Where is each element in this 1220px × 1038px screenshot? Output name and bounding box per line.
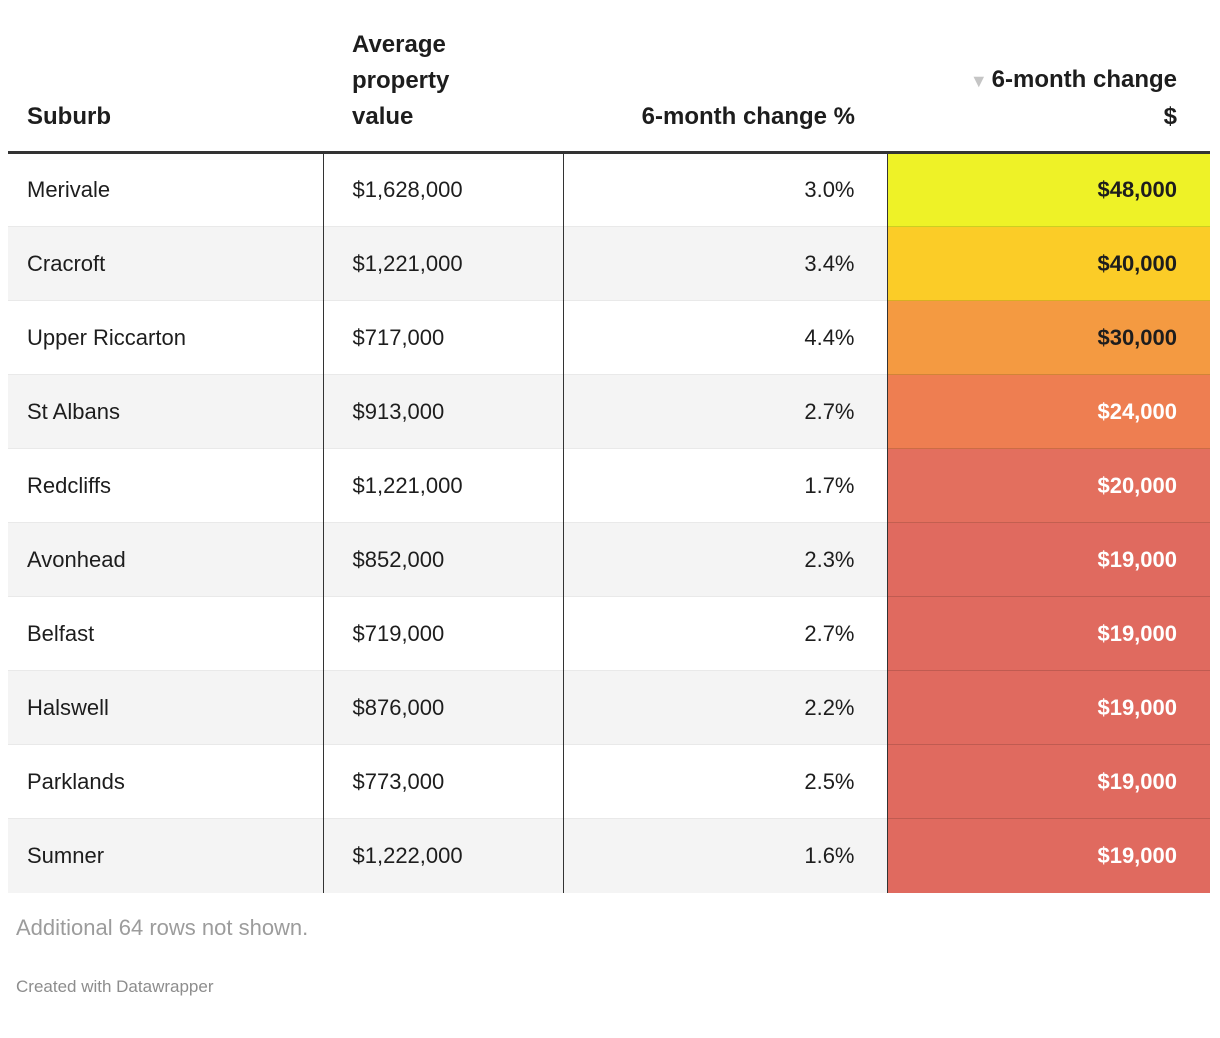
header-row: Suburb Average property value 6-month ch… [8,27,1210,154]
change-dollar-heatmap-cell: $24,000 [886,374,1210,449]
avg-value-cell: $876,000 [322,670,563,745]
change-pct-cell: 1.7% [562,448,887,523]
table-row: Halswell $876,000 2.2% $19,000 [8,670,1210,745]
avg-value-cell: $852,000 [322,522,563,597]
datawrapper-table-widget: Suburb Average property value 6-month ch… [8,27,1210,996]
suburb-cell: Avonhead [8,522,323,597]
change-pct-cell: 2.3% [562,522,887,597]
change-dollar-heatmap-cell: $19,000 [886,596,1210,671]
avg-value-cell: $1,222,000 [322,818,563,893]
table-row: Merivale $1,628,000 3.0% $48,000 [8,152,1210,227]
change-pct-cell: 4.4% [562,300,887,375]
suburb-property-table: Suburb Average property value 6-month ch… [8,27,1210,893]
change-dollar-heatmap-cell: $30,000 [886,300,1210,375]
suburb-cell: Merivale [8,152,323,227]
column-header-change-percent[interactable]: 6-month change % [563,27,887,154]
change-pct-cell: 1.6% [562,818,887,893]
change-pct-cell: 2.2% [562,670,887,745]
table-row: Cracroft $1,221,000 3.4% $40,000 [8,226,1210,301]
avg-value-cell: $773,000 [322,744,563,819]
suburb-cell: Upper Riccarton [8,300,323,375]
table-row: Redcliffs $1,221,000 1.7% $20,000 [8,448,1210,523]
change-pct-cell: 2.7% [562,374,887,449]
avg-value-cell: $1,628,000 [322,152,563,227]
column-header-suburb-label: Suburb [27,103,111,130]
suburb-cell: Halswell [8,670,323,745]
change-pct-cell: 3.0% [562,152,887,227]
change-dollar-heatmap-cell: $40,000 [886,226,1210,301]
change-dollar-heatmap-cell: $20,000 [886,448,1210,523]
suburb-cell: Parklands [8,744,323,819]
suburb-cell: Belfast [8,596,323,671]
table-row: Parklands $773,000 2.5% $19,000 [8,744,1210,819]
hidden-rows-note: Additional 64 rows not shown. [16,914,309,940]
table-body: Merivale $1,628,000 3.0% $48,000 Cracrof… [8,152,1210,893]
suburb-cell: Redcliffs [8,448,323,523]
table-row: St Albans $913,000 2.7% $24,000 [8,374,1210,449]
column-header-change-dollar[interactable]: ▼ 6-month change $ [887,27,1210,154]
column-header-change-dollar-label: 6-month change $ [991,66,1177,130]
change-dollar-heatmap-cell: $48,000 [886,152,1210,227]
table-row: Upper Riccarton $717,000 4.4% $30,000 [8,300,1210,375]
datawrapper-attribution: Created with Datawrapper [16,976,214,996]
suburb-cell: Sumner [8,818,323,893]
change-pct-cell: 2.5% [562,744,887,819]
change-dollar-heatmap-cell: $19,000 [886,744,1210,819]
table-row: Sumner $1,222,000 1.6% $19,000 [8,818,1210,893]
avg-value-cell: $1,221,000 [322,226,563,301]
change-dollar-heatmap-cell: $19,000 [886,522,1210,597]
column-header-suburb[interactable]: Suburb [8,27,323,154]
avg-value-cell: $719,000 [322,596,563,671]
sort-descending-icon: ▼ [969,71,988,91]
avg-value-cell: $1,221,000 [322,448,563,523]
avg-value-cell: $913,000 [322,374,563,449]
change-dollar-heatmap-cell: $19,000 [886,670,1210,745]
column-header-average-property-value-label: Average property value [352,31,450,130]
change-pct-cell: 3.4% [562,226,887,301]
suburb-cell: St Albans [8,374,323,449]
change-pct-cell: 2.7% [562,596,887,671]
column-header-change-percent-label: 6-month change % [641,103,855,130]
table-row: Avonhead $852,000 2.3% $19,000 [8,522,1210,597]
column-header-average-property-value[interactable]: Average property value [323,27,563,154]
suburb-cell: Cracroft [8,226,323,301]
table-row: Belfast $719,000 2.7% $19,000 [8,596,1210,671]
avg-value-cell: $717,000 [322,300,563,375]
change-dollar-heatmap-cell: $19,000 [886,818,1210,893]
